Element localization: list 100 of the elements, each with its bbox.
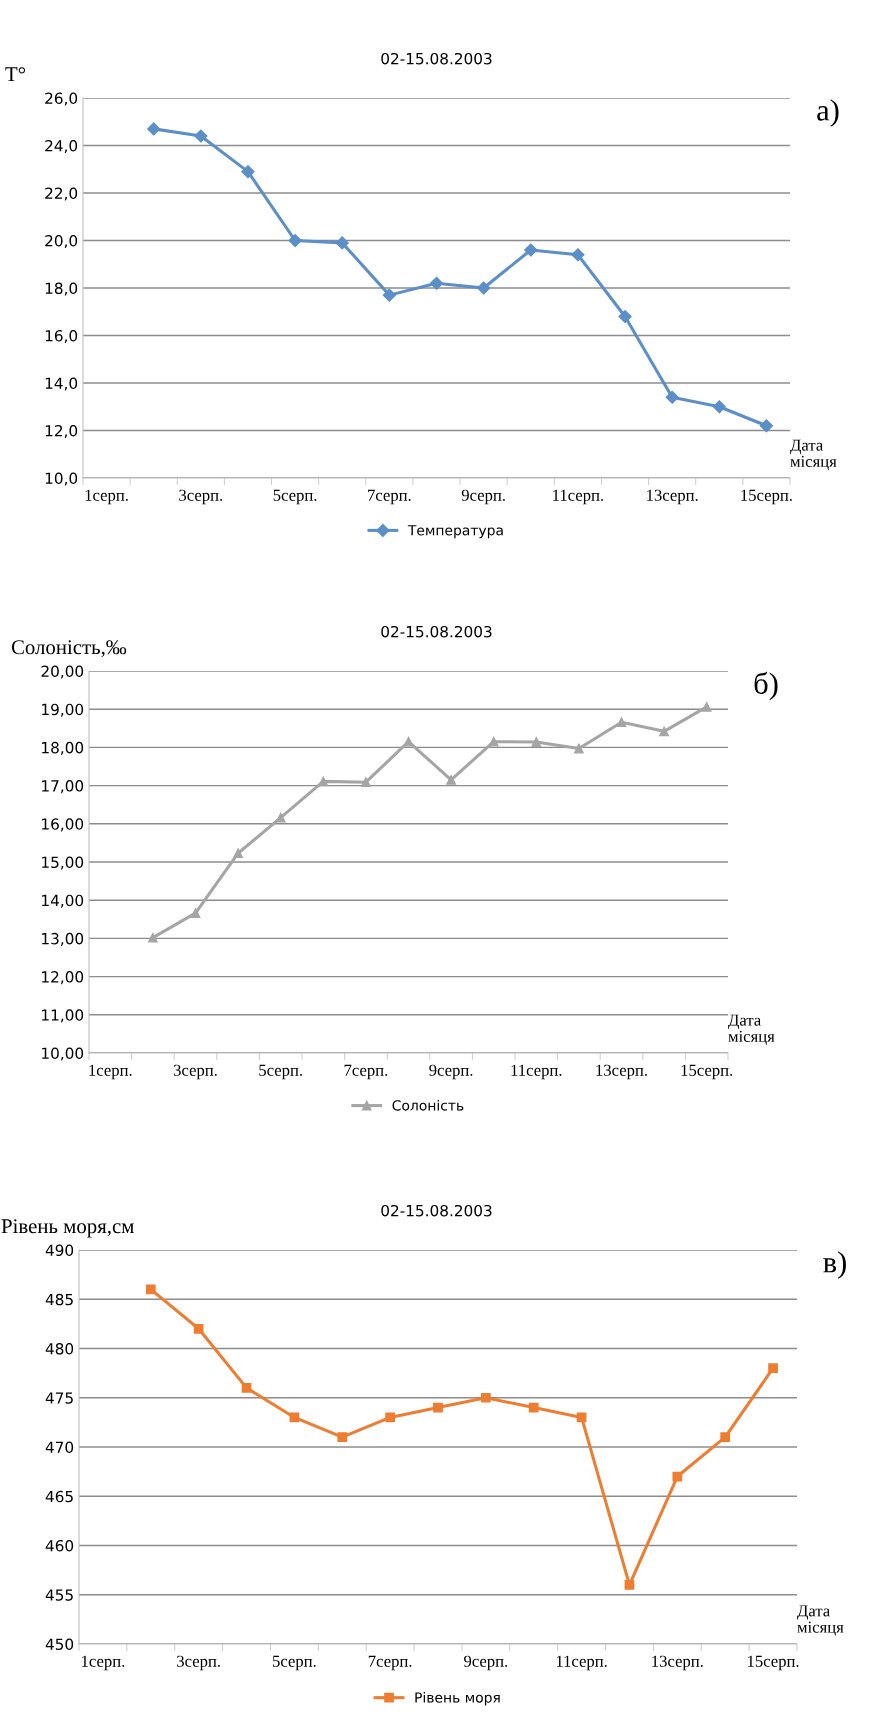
point — [361, 777, 371, 788]
text: б) — [754, 671, 778, 701]
point — [241, 165, 255, 179]
x-tick-label: 9серп. — [464, 1655, 508, 1671]
point — [193, 1323, 204, 1334]
x-tick-label: 15серп. — [681, 1064, 733, 1080]
point — [288, 233, 302, 248]
y-tick-label: 12,0 — [45, 424, 78, 439]
y-tick-label: 17,00 — [42, 780, 84, 794]
point — [337, 1432, 348, 1443]
point — [194, 129, 208, 143]
y-tick-label: 480 — [45, 1342, 74, 1355]
x-tick-label: 5серп. — [273, 489, 317, 505]
text: а) — [817, 99, 839, 127]
y-tick-label: 26,0 — [45, 92, 78, 106]
point — [148, 932, 158, 943]
y-tick-label: 24,0 — [45, 139, 78, 154]
point — [382, 288, 396, 302]
x-tick-label: 1серп. — [89, 1064, 132, 1080]
y-tick-label: 18,0 — [45, 282, 78, 296]
x-tick-label: 1серп. — [85, 489, 128, 505]
point — [574, 743, 584, 754]
point — [616, 717, 627, 728]
x-tick-label: 7серп. — [368, 1655, 412, 1671]
x-tick-label: 11серп. — [553, 489, 604, 505]
x-axis-title: Дата місяця — [797, 1605, 844, 1636]
point — [429, 276, 444, 290]
x-tick-label: 13серп. — [596, 1064, 647, 1080]
point — [241, 1383, 252, 1393]
y-tick-label: 10,0 — [45, 472, 78, 486]
legend-label: Солоність — [392, 1099, 464, 1111]
x-tick-label: 7серп. — [368, 489, 411, 505]
point — [659, 726, 669, 737]
y-tick-label: 19,00 — [42, 703, 84, 717]
legend-label: Температура — [407, 525, 503, 539]
point — [571, 248, 585, 262]
y-axis-title: Рівень моря,см — [1, 1219, 134, 1238]
point — [190, 908, 201, 919]
chart-title: 02-15.08.2003 — [381, 52, 492, 65]
x-axis-title: Дата місяця — [790, 439, 837, 471]
y-tick-label: 18,00 — [42, 741, 84, 755]
x-tick-label: 1серп. — [82, 1655, 125, 1671]
x-tick-label: 13серп. — [647, 489, 698, 505]
point — [531, 737, 542, 747]
point — [665, 390, 679, 404]
y-tick-label: 16,00 — [42, 818, 84, 832]
y-tick-label: 490 — [45, 1244, 74, 1257]
y-tick-label: 13,00 — [42, 932, 84, 946]
y-tick-label: 470 — [45, 1441, 74, 1454]
y-tick-label: 15,00 — [42, 856, 84, 870]
y-tick-label: 485 — [45, 1293, 73, 1306]
x-tick-label: 11серп. — [556, 1655, 607, 1671]
point — [624, 1580, 635, 1590]
point — [477, 281, 491, 295]
chart-title: 02-15.08.2003 — [381, 625, 492, 638]
x-tick-label: 9серп. — [461, 489, 505, 505]
y-tick-label: 20,00 — [41, 665, 84, 679]
y-axis-title: Солоність,‰ — [11, 640, 127, 658]
point — [446, 775, 456, 785]
point — [701, 702, 712, 712]
point — [524, 243, 538, 257]
x-tick-label: 11серп. — [511, 1064, 562, 1080]
y-tick-label: 22,0 — [45, 187, 78, 201]
x-tick-label: 15серп. — [747, 1655, 799, 1671]
x-axis-title: Дата місяця — [728, 1014, 775, 1046]
point — [768, 1363, 778, 1374]
y-tick-label: 460 — [45, 1539, 74, 1552]
point — [335, 236, 349, 250]
y-tick-label: 10,00 — [42, 1047, 84, 1061]
text: в) — [823, 1251, 846, 1279]
chart-title: 02-15.08.2003 — [381, 1204, 492, 1217]
y-tick-label: 20,0 — [45, 234, 78, 249]
y-tick-label: 450 — [45, 1638, 74, 1651]
y-tick-label: 16,0 — [45, 329, 78, 344]
x-tick-label: 3серп. — [177, 1655, 220, 1671]
y-tick-label: 465 — [45, 1490, 73, 1503]
x-tick-label: 5серп. — [272, 1655, 316, 1671]
point — [433, 1402, 443, 1413]
legend-label: Рівень моря — [415, 1691, 500, 1706]
y-tick-label: 14,00 — [42, 894, 84, 908]
x-tick-label: 9серп. — [429, 1064, 473, 1080]
point — [481, 1392, 491, 1403]
point — [528, 1402, 539, 1413]
x-tick-label: 15серп. — [741, 489, 792, 505]
y-tick-label: 12,00 — [42, 971, 84, 985]
point — [618, 309, 632, 324]
y-axis-title: T° — [5, 67, 26, 82]
point — [712, 400, 726, 414]
y-tick-label: 14,0 — [45, 377, 78, 391]
y-tick-label: 475 — [45, 1392, 73, 1404]
point — [318, 776, 329, 787]
y-tick-label: 11,00 — [42, 1009, 84, 1023]
y-tick-label: 455 — [45, 1589, 73, 1601]
point — [720, 1432, 731, 1443]
x-tick-label: 5серп. — [259, 1064, 302, 1080]
x-tick-label: 3серп. — [179, 489, 223, 505]
x-tick-label: 7серп. — [344, 1064, 388, 1080]
point — [759, 419, 774, 433]
point — [147, 122, 161, 136]
point — [233, 848, 243, 859]
